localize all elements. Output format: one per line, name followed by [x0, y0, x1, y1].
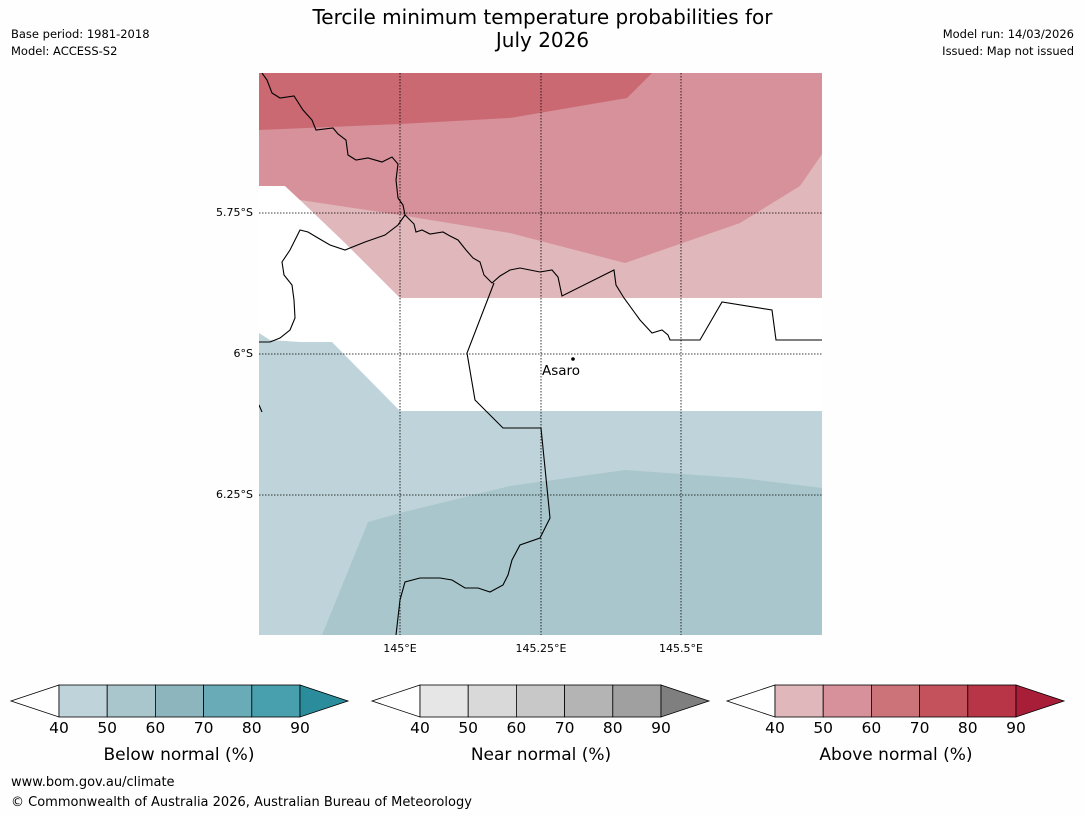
colorbar-tick-label: 70	[554, 719, 575, 737]
footer-url: www.bom.gov.au/climate	[11, 775, 175, 790]
lat-label-600: 6°S	[233, 347, 253, 360]
colorbar-extend-high	[660, 684, 711, 718]
colorbar-segment	[154, 684, 204, 718]
colorbar-extend-low	[370, 684, 421, 718]
colorbar-extend-high	[299, 684, 350, 718]
colorbar-tick-label: 60	[145, 719, 166, 737]
lon-label-14500: 145°E	[383, 642, 417, 655]
colorbar-below-normal	[9, 684, 350, 718]
base-period: Base period: 1981-2018	[11, 27, 150, 41]
meta-left: Base period: 1981-2018 Model: ACCESS-S2	[11, 26, 150, 60]
colorbar-segment	[467, 684, 517, 718]
colorbar-segment	[106, 684, 156, 718]
coastline-path	[261, 73, 822, 341]
colorbar-tick-label: 90	[651, 719, 671, 737]
colorbar-extend-high	[1015, 684, 1066, 718]
colorbar-tick-label: 40	[49, 719, 69, 737]
colorbar-tick-label: 90	[1006, 719, 1026, 737]
lon-label-14525: 145.25°E	[515, 642, 567, 655]
colorbar-tick-label: 60	[506, 719, 527, 737]
inland-boundary-path	[259, 214, 406, 413]
colorbar-tick-label: 70	[193, 719, 214, 737]
model-run: Model run: 14/03/2026	[942, 27, 1074, 41]
colorbar-tick-label: 60	[861, 719, 882, 737]
colorbar-tick-label: 50	[458, 719, 479, 737]
colorbar-tick-label: 50	[97, 719, 118, 737]
colorbar-near-normal	[370, 684, 711, 718]
above-normal-60-region	[259, 73, 652, 130]
colorbar-segment	[919, 684, 969, 718]
issued-date: Issued: Map not issued	[942, 44, 1074, 58]
colorbar-segment	[612, 684, 662, 718]
colorbar-segment	[967, 684, 1017, 718]
colorbar-above-normal	[725, 684, 1066, 718]
colorbar-tick-label: 40	[765, 719, 785, 737]
footer-copyright: © Commonwealth of Australia 2026, Austra…	[11, 795, 472, 810]
below-normal-50-region	[322, 470, 822, 635]
colorbar-extend-low	[725, 684, 776, 718]
colorbar-segment	[564, 684, 614, 718]
map-title: Tercile minimum temperature probabilitie…	[0, 6, 1085, 52]
colorbar-tick-label: 40	[410, 719, 430, 737]
colorbar-extend-low	[9, 684, 60, 718]
lon-label-14550: 145.5°E	[659, 642, 703, 655]
colorbar-label-above: Above normal (%)	[819, 745, 973, 765]
meta-right: Model run: 14/03/2026 Issued: Map not is…	[942, 26, 1074, 60]
colorbar-tick-label: 90	[290, 719, 310, 737]
colorbar-segment	[822, 684, 872, 718]
title-line-1: Tercile minimum temperature probabilitie…	[312, 5, 773, 29]
colorbar-tick-label: 80	[602, 719, 623, 737]
colorbar-label-below: Below normal (%)	[103, 745, 255, 765]
gridlines	[259, 73, 822, 635]
title-line-2: July 2026	[495, 28, 590, 52]
colorbar-segment	[58, 684, 108, 718]
map-area	[259, 73, 822, 635]
colorbar-segment	[774, 684, 824, 718]
province-border-path	[395, 282, 551, 635]
lat-label-625: 6.25°S	[216, 488, 253, 501]
colorbar-tick-label: 50	[813, 719, 834, 737]
colorbar-tick-label: 80	[957, 719, 978, 737]
colorbar-segment	[516, 684, 566, 718]
colorbar-segment	[203, 684, 253, 718]
lat-label-575: 5.75°S	[216, 206, 253, 219]
colorbar-label-near: Near normal (%)	[470, 745, 612, 765]
colorbar-segment	[871, 684, 921, 718]
colorbar-segment	[251, 684, 301, 718]
asaro-marker	[571, 357, 575, 361]
colorbar-tick-label: 70	[909, 719, 930, 737]
colorbar-segment	[419, 684, 469, 718]
colorbar-tick-label: 80	[241, 719, 262, 737]
model-name: Model: ACCESS-S2	[11, 44, 118, 58]
place-label-asaro: Asaro	[542, 363, 581, 379]
